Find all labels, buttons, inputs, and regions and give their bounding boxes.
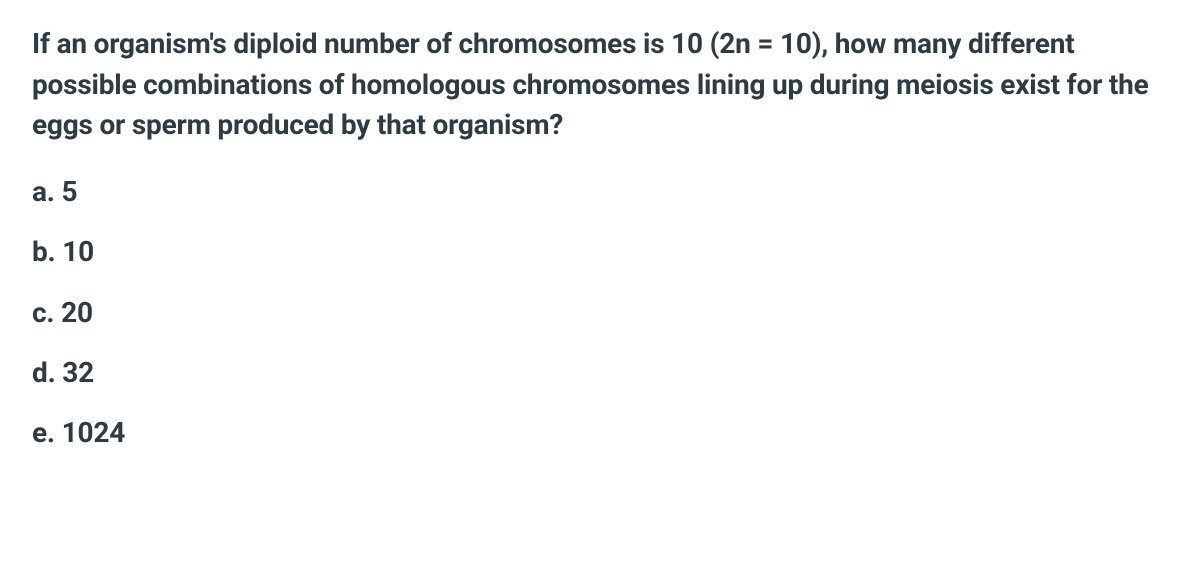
option-a[interactable]: a. 5 [32,174,1168,210]
option-label: e. [32,416,55,449]
option-value: 32 [62,356,94,389]
option-value: 20 [61,296,93,329]
option-label: b. [32,235,55,268]
option-b[interactable]: b. 10 [32,234,1168,270]
option-c[interactable]: c. 20 [32,295,1168,331]
options-list: a. 5 b. 10 c. 20 d. 32 e. 1024 [32,174,1168,452]
option-e[interactable]: e. 1024 [32,415,1168,451]
option-d[interactable]: d. 32 [32,355,1168,391]
option-label: a. [32,175,55,208]
question-text: If an organism's diploid number of chrom… [32,24,1168,146]
option-label: d. [32,356,56,389]
option-value: 10 [62,235,94,268]
option-value: 5 [61,175,77,208]
option-value: 1024 [62,416,125,449]
option-label: c. [32,296,54,329]
